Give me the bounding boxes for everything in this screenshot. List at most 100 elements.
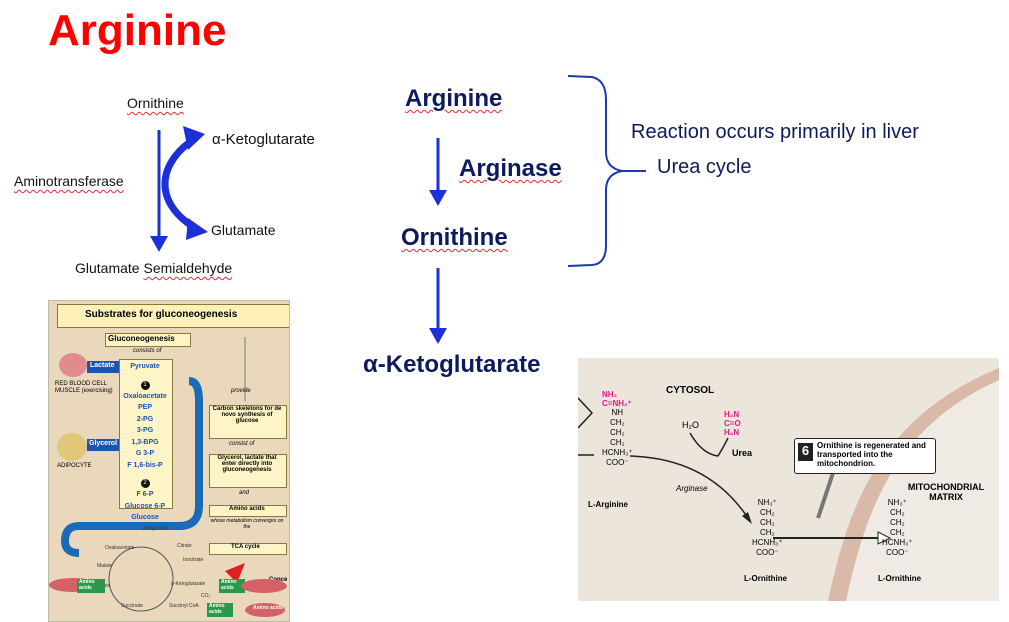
- gluconeogenesis-step: 3-PG: [136, 427, 154, 434]
- ornithine-structure-line: HCNH₃⁺: [752, 538, 783, 547]
- ornithine-structure-line: CH₂: [759, 508, 775, 517]
- arginine-structure: NH CH₂ CH₂ CH₂ HCNH₃⁺ COO⁻: [602, 408, 633, 468]
- gluconeogenesis-step: F 6-P: [136, 491, 154, 498]
- curve-arrowhead-top: [183, 126, 205, 150]
- arginase-arrowhead: [429, 190, 447, 206]
- consist-of-label: consist of: [229, 441, 255, 447]
- arginine-structure-line: HCNH₃⁺: [602, 448, 633, 457]
- ornithine-structure-1: NH₃⁺ CH₂ CH₂ CH₂ HCNH₃⁺ COO⁻: [752, 498, 783, 558]
- arginase-enzyme: Arginase: [459, 155, 562, 182]
- callout-box: [794, 438, 936, 474]
- arginine-head-line: C=NH₂⁺: [602, 399, 632, 408]
- brace: [567, 75, 623, 267]
- tca-intermediate: Isocitrate: [183, 557, 204, 563]
- ornithine-structure-line: CH₂: [889, 528, 905, 537]
- cytosol-label: CYTOSOL: [666, 385, 715, 396]
- fig1-title: Substrates for gluconeogenesis: [85, 309, 238, 320]
- ornithine-structure-line: NH₃⁺: [887, 498, 907, 507]
- ornithine-label: Ornithine: [127, 95, 184, 111]
- tca-intermediate: Citrate: [177, 543, 192, 549]
- l-arginine-label: L-Arginine: [588, 500, 628, 509]
- step-marker: 1: [140, 380, 150, 390]
- ornithine-structure-line: COO⁻: [756, 548, 779, 557]
- ornithine-akg-arrowhead: [429, 328, 447, 344]
- tca-intermediate: Malate: [97, 563, 113, 569]
- matrix-label: MITOCHONDRIAL MATRIX: [907, 482, 985, 502]
- l-ornithine-label-1: L-Ornithine: [744, 574, 788, 583]
- fig2-graphics: [578, 368, 999, 601]
- rbc-icon: [59, 353, 87, 377]
- provide-label: provide: [231, 388, 251, 394]
- adipocyte-icon: [57, 433, 87, 461]
- ornithine-structure-line: CH₂: [759, 518, 775, 527]
- box-glycerol-lactate: Glycerol, lactate that enter directly in…: [217, 455, 277, 473]
- ornithine-structure-line: COO⁻: [886, 548, 909, 557]
- arginine-structure-line: NH: [611, 408, 624, 417]
- muscle-label: MUSCLE (exercising): [55, 388, 113, 394]
- amino-acids-tag-3: Amino acids: [209, 603, 225, 615]
- aminotransferase-label: Aminotransferase: [14, 173, 124, 189]
- amino-acids-tag-4: Amino acids: [253, 605, 283, 611]
- note-liver: Reaction occurs primarily in liver: [631, 121, 919, 143]
- aminotransferase-arrowhead: [150, 236, 168, 252]
- urea-structure-line: H₂N: [724, 410, 740, 419]
- arginine-guanidino-head: NH₂ C=NH₂⁺: [602, 390, 632, 408]
- alpha-ketoglutarate-label: α-Ketoglutarate: [212, 131, 315, 148]
- urea-label: Urea: [732, 448, 753, 458]
- tca-intermediate: Succinate: [121, 603, 143, 609]
- glutamate-label: Glutamate: [211, 222, 276, 238]
- tca-intermediate: Oxaloacetate: [105, 545, 135, 551]
- gluconeogenesis-step: Pyruvate: [130, 363, 160, 370]
- arginine-structure-line: CH₂: [609, 428, 625, 437]
- slide-title: Arginine: [48, 6, 227, 55]
- gluconeogenesis-step: Glucose: [131, 514, 159, 521]
- whose-label: whose metabolism converges on the: [210, 518, 284, 530]
- urea-structure: H₂N C=O H₂N: [724, 410, 741, 437]
- product-a-text: Glutamate: [75, 260, 140, 276]
- and-label: and: [239, 490, 250, 496]
- urea-structure-line: H₂N: [724, 428, 740, 437]
- glutamate-semialdehyde-label: Glutamate Semialdehyde: [75, 260, 232, 276]
- ornithine-structure-line: NH₃⁺: [757, 498, 777, 507]
- ornithine-structure-line: CH₂: [889, 508, 905, 517]
- tca-intermediate: Acetyl CoA: [143, 526, 168, 532]
- step-marker: 2: [140, 479, 150, 488]
- ornithine-structure-line: CH₂: [889, 518, 905, 527]
- tca-intermediate: CO₂: [201, 593, 211, 599]
- fig1-arrows: [60, 337, 246, 612]
- box-amino-acids: Amino acids: [229, 506, 265, 512]
- gluconeogenesis-step: PEP: [137, 404, 152, 411]
- gluconeogenesis-steps: Pyruvate 1 Oxaloacetate PEP 2-PG 3-PG 1,3-BPG G…: [119, 361, 171, 524]
- step-number-badge: 6: [798, 443, 813, 461]
- rbc-label: RED BLOOD CELL: [55, 381, 108, 387]
- arginine-structure-line: CH₂: [609, 418, 625, 427]
- fig1-consists-of: consists of: [133, 348, 162, 354]
- amino-acids-tag-2: Amino acids: [221, 579, 237, 591]
- arginine-substrate: Arginine: [405, 85, 503, 112]
- gluconeogenesis-step: F 1,6-bis-P: [127, 461, 163, 469]
- note-urea-cycle: Urea cycle: [657, 156, 752, 178]
- l-ornithine-label-2: L-Ornithine: [878, 574, 922, 583]
- tca-intermediate: α-Ketoglutarate: [171, 581, 206, 587]
- callout-text: Ornithine is regenerated and transported…: [817, 441, 926, 468]
- gluconeogenesis-step: Glucose 6-P: [124, 502, 166, 510]
- arginine-head-line: NH₂: [602, 390, 618, 399]
- lactate-label: Lactate: [90, 362, 115, 369]
- alpha-ketoglutarate-final: α-Ketoglutarate: [363, 351, 541, 378]
- curve-arrowhead-bottom: [186, 218, 208, 240]
- arginase-label: Arginase: [676, 484, 708, 493]
- urea-cycle-figure: CYTOSOL H₂O Urea Arginase L-Arginine L-O…: [578, 358, 999, 601]
- gluconeogenesis-step: 2-PG: [136, 415, 154, 423]
- amino-acids-tag-1: Amino acids: [79, 579, 95, 591]
- ornithine-structure-line: CH₂: [759, 528, 775, 537]
- h2o-label: H₂O: [682, 420, 699, 430]
- arginine-structure-line: COO⁻: [606, 458, 629, 467]
- gluconeogenesis-step: G 3-P: [135, 450, 155, 457]
- gluconeogenesis-step: 1,3-BPG: [131, 438, 159, 446]
- tca-intermediate: Succinyl CoA: [169, 603, 199, 609]
- cofactor-curve-arrow: [161, 135, 198, 231]
- box-tca-cycle: TCA cycle: [231, 544, 260, 550]
- adipocyte-label: ADIPOCYTE: [57, 463, 92, 469]
- fig1-header: Gluconeogenesis: [108, 334, 175, 343]
